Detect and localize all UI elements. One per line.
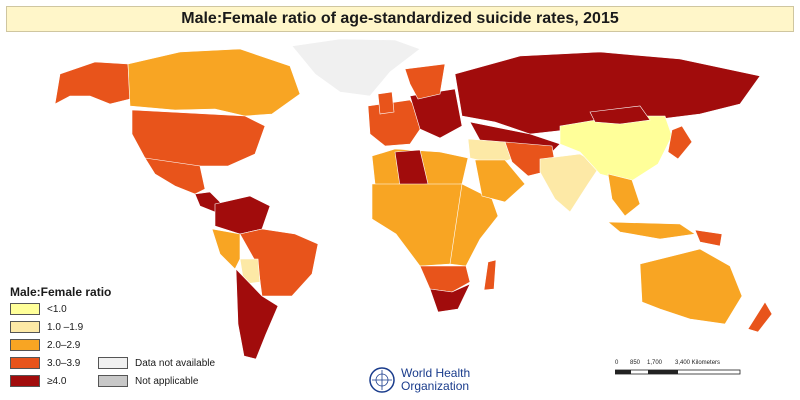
legend-label: Data not available [135,357,216,369]
region-papua-new-guinea [694,229,723,247]
legend-item-2to2-9: 2.0–2.9 [10,338,80,352]
legend-swatch [98,375,128,387]
title-bar: Male:Female ratio of age-standardized su… [6,6,794,32]
legend-title: Male:Female ratio [10,285,112,299]
legend-item-not-applicable: Not applicable [98,374,198,388]
region-canada [127,48,301,117]
legend-swatch [10,339,40,351]
legend-item-data-not-available: Data not available [98,356,215,370]
legend-item-ge4: ≥4.0 [10,374,66,388]
region-southern-africa [419,265,471,293]
region-united-states [131,109,266,167]
who-line-1: World Health [401,366,471,380]
legend-item-1to1-9: 1.0 –1.9 [10,320,83,334]
region-eastern-europe [409,88,463,139]
legend-swatch [10,321,40,333]
region-greenland [291,38,421,97]
scale-bar: 0 850 1,700 3,400 Kilometers [615,360,745,380]
region-venezuela-colombia [214,195,271,235]
region-iceland-scandinavia [404,63,446,100]
world-map [54,38,773,360]
legend-item-3to3-9: 3.0–3.9 [10,356,80,370]
region-uk-ireland [377,91,395,115]
region-madagascar [483,259,497,291]
legend-label: 1.0 –1.9 [47,321,84,333]
legend-swatch [10,375,40,387]
scale-bar-graphic [615,369,741,375]
scale-tick-2: 1,700 [647,360,663,366]
region-argentina-chile [235,268,279,360]
legend-label: Not applicable [135,375,199,387]
legend-label: ≥4.0 [47,375,67,387]
region-east-africa [449,183,499,267]
who-line-2: Organization [401,379,470,393]
region-alaska [54,61,131,105]
map-title: Male:Female ratio of age-standardized su… [181,10,619,27]
legend-swatch [10,303,40,315]
legend-swatch [10,357,40,369]
region-new-zealand [747,301,773,333]
who-emblem-icon [369,367,395,393]
region-peru [211,228,241,270]
region-japan-korea [667,125,693,160]
region-arabian-peninsula [474,159,526,203]
scale-tick-1: 850 [630,360,641,366]
legend-label: 2.0–2.9 [47,339,81,351]
region-russia [454,51,761,135]
legend-item-lt1: <1.0 [10,302,67,316]
region-indonesia [607,221,696,240]
region-south-africa [429,283,471,313]
legend-swatch [98,357,128,369]
legend-label: <1.0 [47,303,67,315]
who-name: World Health Organization [401,367,470,393]
scale-tick-3: 3,400 Kilometers [675,360,721,366]
region-southeast-asia [607,173,641,217]
who-logo: World Health Organization [368,366,470,394]
legend-label: 3.0–3.9 [47,357,81,369]
scale-tick-0: 0 [615,360,619,366]
region-australia [639,248,743,325]
region-mongolia [589,105,651,125]
